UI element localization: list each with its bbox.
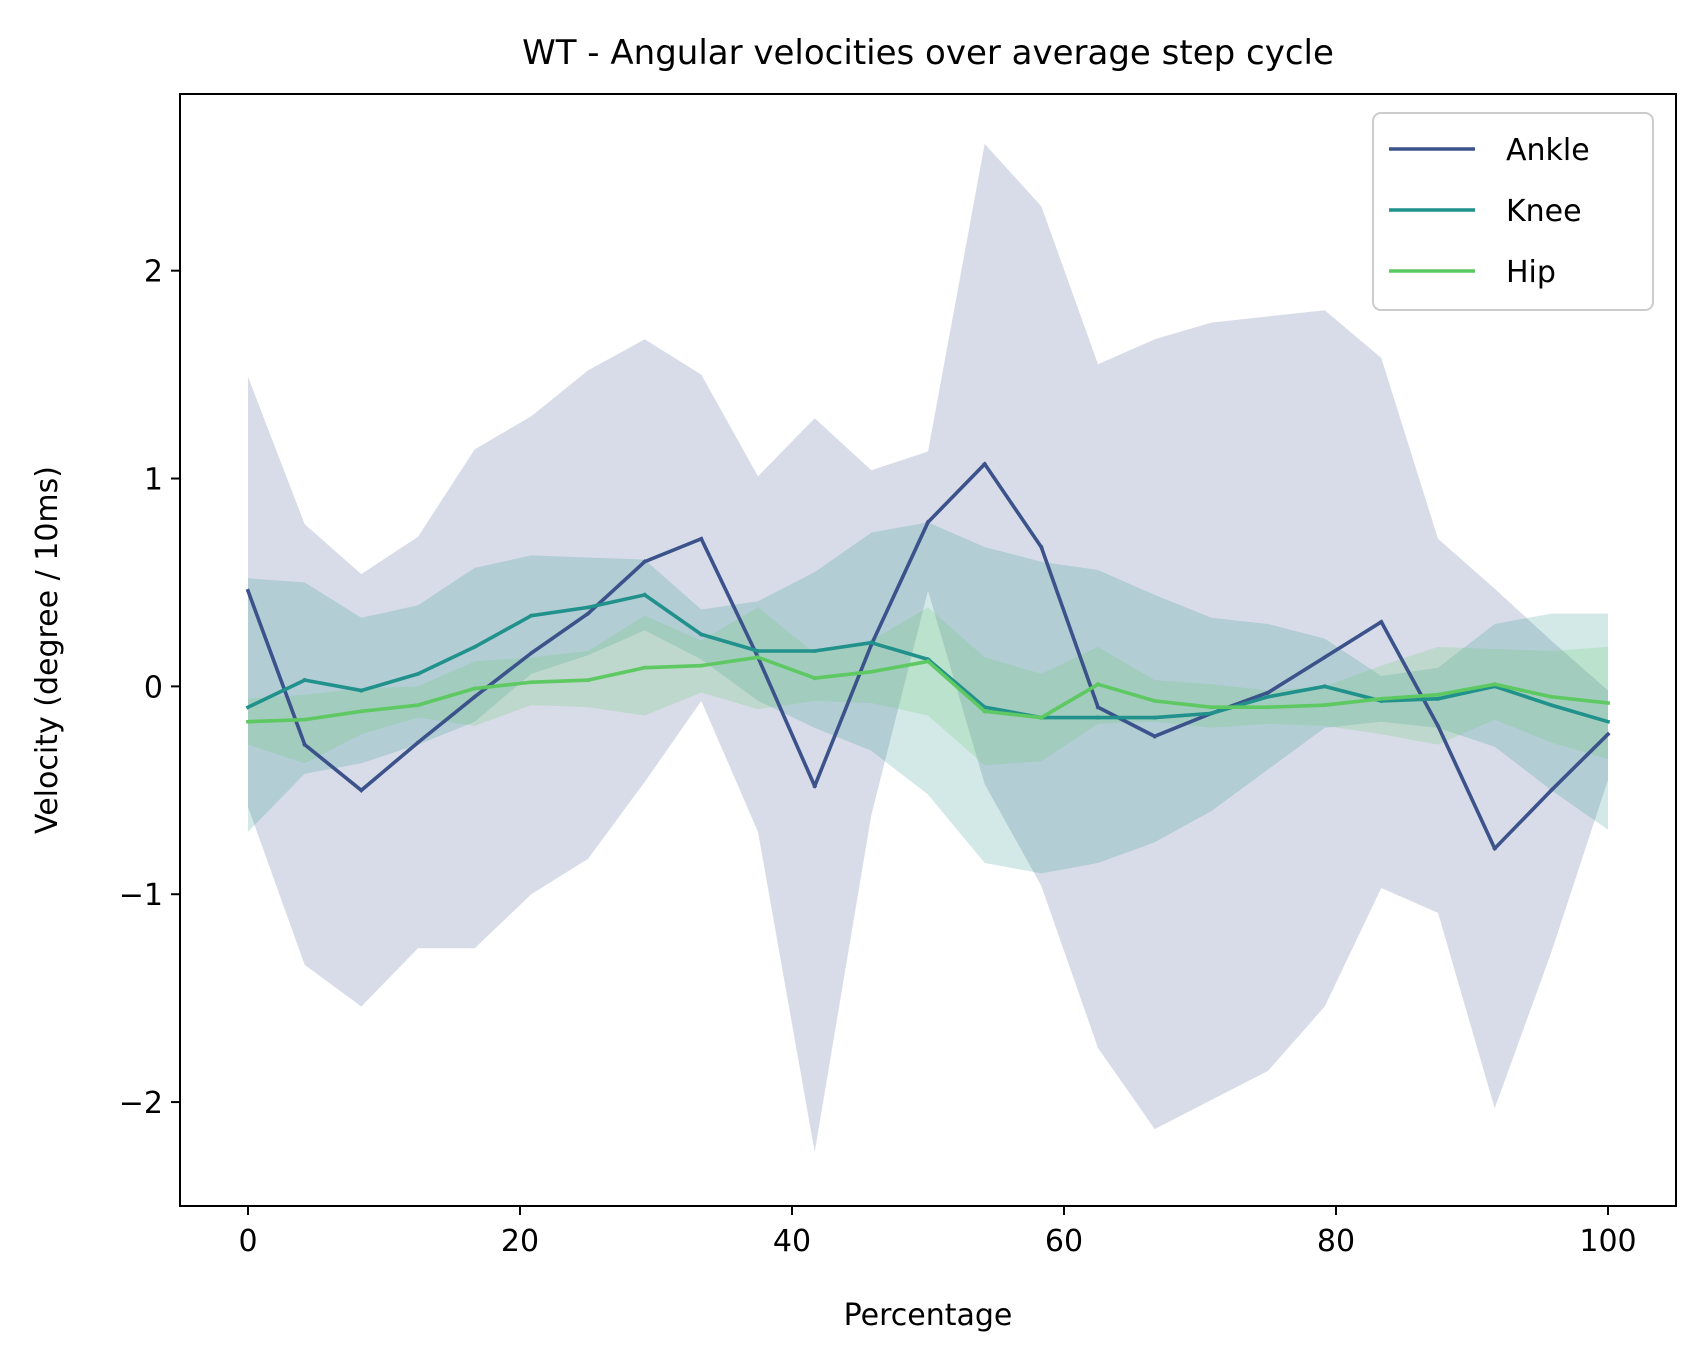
- legend-label-hip: Hip: [1506, 255, 1556, 290]
- hip-line-segment: [1435, 682, 1497, 697]
- hip-line-segment: [1379, 692, 1440, 701]
- knee-line-segment: [1492, 684, 1554, 708]
- ankle-line-segment: [415, 694, 478, 746]
- hip-line-segment: [812, 669, 874, 681]
- knee-line-segment: [869, 640, 931, 662]
- y-tick-label: 2: [144, 255, 163, 290]
- x-axis-label: Percentage: [844, 1298, 1013, 1333]
- hip-line-segment: [699, 655, 761, 668]
- knee-line-segment: [812, 640, 874, 654]
- y-tick-label: 0: [144, 670, 163, 705]
- ankle-line-segment: [868, 519, 931, 648]
- ankle-line-segment: [1492, 787, 1554, 852]
- confidence-bands: [248, 143, 1608, 1152]
- ankle-line-segment: [1378, 619, 1441, 729]
- x-tick-label: 40: [773, 1224, 811, 1259]
- knee-line-segment: [1209, 694, 1271, 716]
- ankle-line-segment: [1435, 723, 1498, 851]
- hip-line-segment: [1322, 696, 1384, 708]
- ankle-band: [248, 143, 1608, 1152]
- series-lines: [245, 461, 1611, 852]
- x-tick-label: 20: [501, 1224, 539, 1259]
- knee-line-segment: [472, 613, 534, 650]
- hip-line-segment: [415, 686, 477, 708]
- ankle-line-segment: [698, 536, 761, 660]
- hip-line-segment: [1266, 703, 1327, 710]
- x-tick-label: 80: [1317, 1224, 1355, 1259]
- ankle-line-segment: [1152, 711, 1214, 739]
- hip-line-segment: [1549, 694, 1610, 705]
- knee-line-segment: [245, 677, 308, 710]
- knee-line-segment: [1379, 696, 1440, 703]
- ankle-line-segment: [1095, 704, 1158, 739]
- hip-line-segment: [925, 658, 988, 714]
- knee-line-segment: [1265, 684, 1327, 699]
- hip-line-segment: [472, 680, 534, 691]
- knee-line-segment: [415, 644, 478, 677]
- hip-series: [246, 654, 1610, 724]
- ankle-line-segment: [1265, 654, 1328, 696]
- ankle-line-segment: [1548, 731, 1611, 793]
- hip-line-segment: [982, 709, 1044, 720]
- knee-line-segment: [1152, 711, 1214, 720]
- knee-line-segment: [529, 605, 591, 618]
- ankle-line-segment: [812, 642, 874, 789]
- legend-box: [1372, 112, 1654, 311]
- ankle-line-segment: [472, 650, 534, 700]
- hip-band: [248, 607, 1608, 766]
- chart-title: WT - Angular velocities over average ste…: [522, 33, 1334, 73]
- y-tick-label: −2: [119, 1086, 163, 1121]
- ankle-line-segment: [302, 742, 364, 793]
- y-tick-label: −1: [119, 878, 163, 913]
- hip-line-segment: [1038, 681, 1101, 721]
- ankle-line-segment: [358, 739, 421, 793]
- knee-band: [248, 522, 1608, 874]
- knee-line-segment: [1549, 702, 1611, 724]
- legend-label-ankle: Ankle: [1506, 133, 1590, 168]
- ankle-line-segment: [925, 461, 988, 525]
- y-axis: −2 −1 0 1 2: [119, 255, 180, 1121]
- ankle-line-segment: [1039, 544, 1101, 710]
- hip-line-segment: [585, 665, 647, 683]
- hip-line-segment: [1492, 682, 1554, 699]
- hip-line-segment: [529, 678, 590, 685]
- hip-line-segment: [359, 703, 420, 714]
- hip-line-segment: [1152, 698, 1214, 710]
- hip-line-segment: [642, 663, 704, 670]
- knee-line-segment: [359, 671, 421, 693]
- ankle-line-segment: [528, 611, 591, 656]
- knee-line-segment: [585, 592, 647, 610]
- hip-line-segment: [302, 709, 364, 722]
- x-tick-label: 100: [1579, 1224, 1636, 1259]
- knee-line-segment: [302, 678, 364, 693]
- legend: Ankle Knee Hip: [1372, 112, 1654, 311]
- y-tick-label: 1: [144, 463, 163, 498]
- legend-label-knee: Knee: [1506, 194, 1582, 229]
- knee-line-segment: [1435, 684, 1497, 701]
- y-axis-label: Velocity (degree / 10ms): [30, 466, 65, 834]
- ankle-line-segment: [982, 461, 1044, 550]
- x-tick-label: 60: [1045, 1224, 1083, 1259]
- ankle-line-segment: [642, 536, 704, 565]
- knee-line-segment: [642, 592, 704, 637]
- ankle-line-segment: [755, 654, 818, 789]
- hip-line-segment: [755, 654, 818, 681]
- knee-line-segment: [699, 632, 761, 654]
- plot-area-frame: [179, 93, 1677, 1207]
- ankle-line-segment: [1322, 619, 1384, 660]
- x-tick-label: 0: [238, 1224, 257, 1259]
- hip-line-segment: [246, 717, 307, 724]
- hip-line-segment: [1095, 682, 1157, 704]
- hip-line-segment: [869, 659, 931, 674]
- x-axis: 0 20 40 60 80 100: [238, 1206, 1637, 1259]
